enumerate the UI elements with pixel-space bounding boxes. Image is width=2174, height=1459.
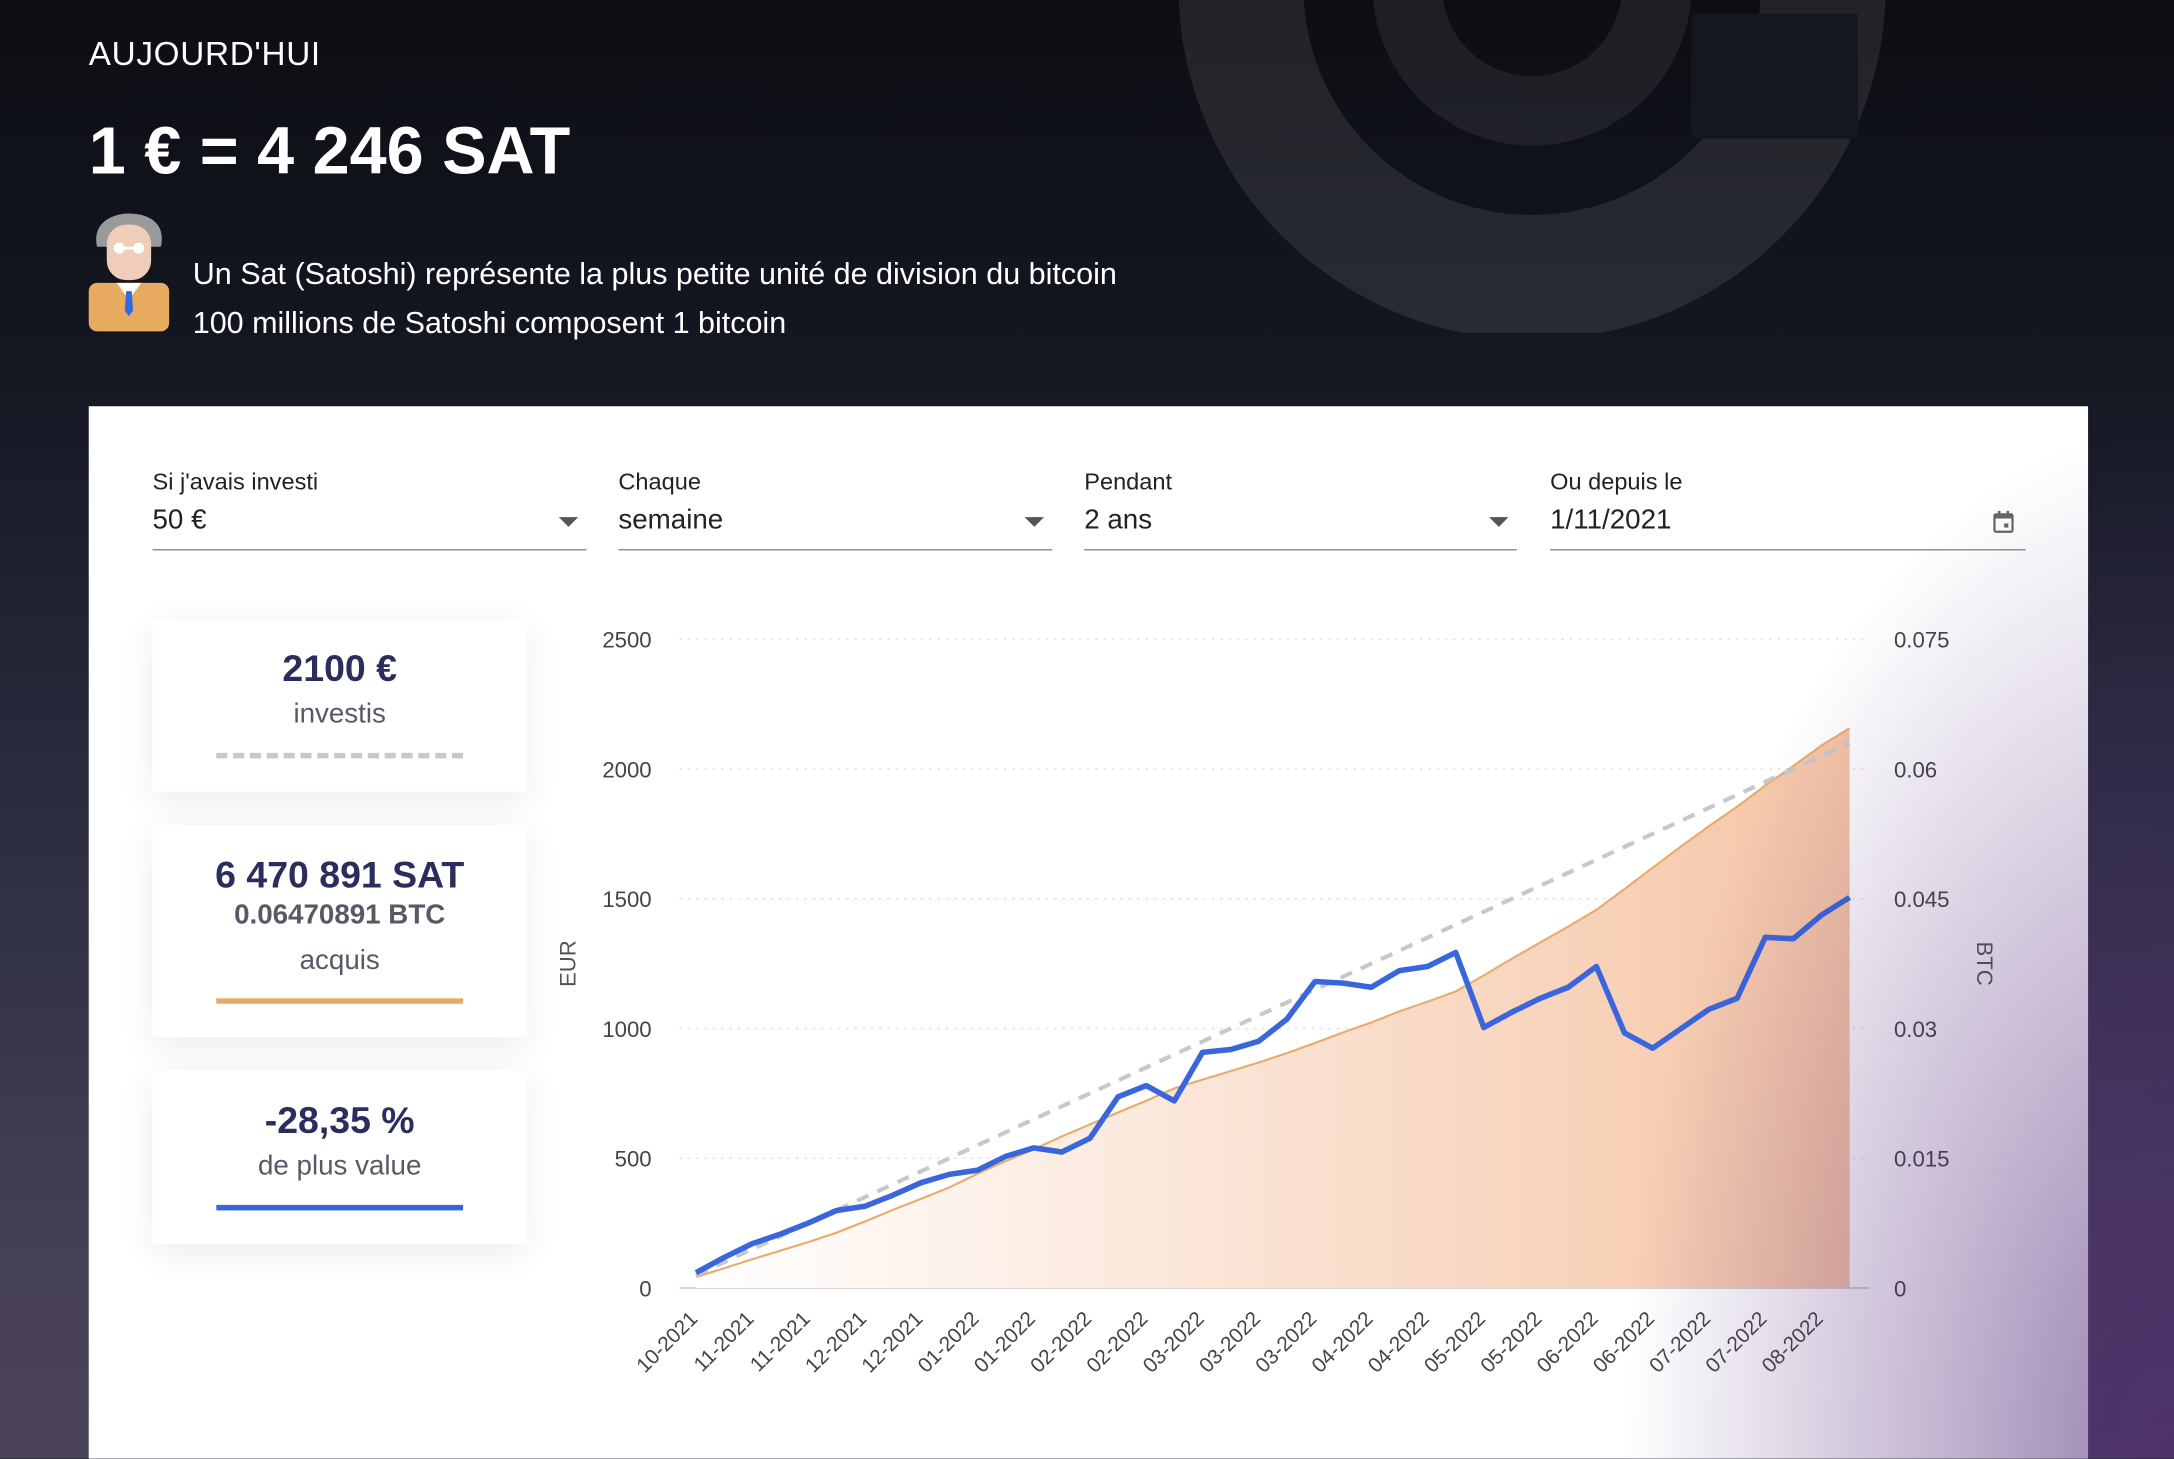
x-tick-label: 12-2021 [801, 1307, 871, 1377]
y-tick-left: 0 [639, 1276, 651, 1301]
exchange-rate: 1 € = 4 246 SAT [88, 115, 571, 189]
portfolio-value-line [694, 895, 1852, 1276]
y-tick-left: 2500 [602, 627, 651, 652]
y-tick-left: 500 [615, 1147, 652, 1172]
frequency-label: Chaque [618, 468, 701, 495]
y-tick-left: 1000 [602, 1017, 651, 1042]
x-tick-label: 03-2022 [1195, 1307, 1265, 1377]
acquired-sat: 6 470 891 SAT [215, 854, 465, 896]
frequency-select[interactable]: Chaque semaine [618, 468, 1053, 551]
y-tick-right: 0.03 [1894, 1017, 1937, 1042]
y-tick-right: 0.075 [1894, 627, 1949, 652]
x-tick-label: 04-2022 [1307, 1307, 1377, 1377]
y-tick-right: 0.045 [1894, 887, 1949, 912]
invested-value: 2100 € [282, 647, 397, 690]
frequency-value: semaine [618, 504, 724, 536]
x-tick-label: 10-2021 [632, 1307, 702, 1377]
y-tick-right: 0.015 [1894, 1147, 1949, 1172]
x-tick-label: 06-2022 [1532, 1307, 1602, 1377]
x-tick-label: 06-2022 [1589, 1307, 1659, 1377]
today-label: AUJOURD'HUI [88, 36, 321, 74]
btc-acquired-area [696, 728, 1850, 1289]
info-line-2: 100 millions de Satoshi composent 1 bitc… [192, 305, 787, 340]
x-tick-label: 12-2021 [857, 1307, 927, 1377]
x-tick-label: 07-2022 [1645, 1307, 1715, 1377]
invested-card: 2100 € investis [152, 619, 527, 792]
gain-legend-line [216, 1204, 464, 1211]
x-tick-label: 01-2022 [970, 1307, 1040, 1377]
acquired-legend-line [216, 998, 464, 1004]
x-tick-label: 01-2022 [913, 1307, 983, 1377]
y-tick-right: 0 [1894, 1276, 1906, 1301]
caret-down-icon [1024, 517, 1045, 527]
acquired-label: acquis [299, 945, 380, 977]
x-tick-label: 08-2022 [1758, 1307, 1828, 1377]
brand-logo-watermark-icon [1178, 0, 1886, 333]
x-tick-label: 05-2022 [1420, 1307, 1490, 1377]
y-tick-right: 0.06 [1894, 757, 1937, 782]
info-line-1: Un Sat (Satoshi) représente la plus peti… [192, 256, 1117, 292]
start-date-label: Ou depuis le [1550, 468, 1683, 495]
x-tick-label: 02-2022 [1026, 1307, 1096, 1377]
acquired-card: 6 470 891 SAT 0.06470891 BTC acquis [152, 824, 527, 1038]
start-date-input[interactable]: Ou depuis le 1/11/2021 [1550, 469, 2026, 551]
x-tick-label: 03-2022 [1251, 1307, 1321, 1377]
duration-label: Pendant [1084, 468, 1173, 495]
x-tick-label: 04-2022 [1364, 1307, 1434, 1377]
satoshi-info: Un Sat (Satoshi) représente la plus peti… [193, 250, 1117, 347]
gain-card: -28,35 % de plus value [152, 1070, 527, 1244]
invested-line [695, 741, 1851, 1277]
x-tick-label: 11-2021 [689, 1307, 758, 1376]
invested-label: investis [293, 698, 386, 730]
amount-select[interactable]: Si j'avais investi 50 € [152, 468, 587, 551]
y-tick-left: 1500 [602, 887, 651, 912]
x-tick-label: 02-2022 [1082, 1307, 1152, 1377]
duration-select[interactable]: Pendant 2 ans [1084, 469, 1517, 551]
amount-label: Si j'avais investi [152, 468, 319, 495]
caret-down-icon [558, 517, 579, 527]
y-axis-label-right: BTC [1972, 941, 1997, 985]
gain-label: de plus value [257, 1150, 422, 1182]
y-axis-label-left: EUR [555, 940, 580, 987]
satoshi-avatar-icon [88, 213, 170, 332]
invested-legend-line [216, 752, 464, 759]
x-tick-label: 07-2022 [1701, 1307, 1771, 1377]
x-tick-label: 03-2022 [1139, 1307, 1209, 1377]
acquired-btc: 0.06470891 BTC [234, 899, 446, 931]
start-date-value: 1/11/2021 [1550, 504, 1672, 536]
btc-acquired-line [695, 727, 1851, 1278]
calendar-icon[interactable] [1992, 510, 2014, 534]
gain-value: -28,35 % [264, 1099, 415, 1142]
duration-value: 2 ans [1084, 504, 1153, 536]
amount-value: 50 € [152, 504, 207, 536]
y-tick-left: 2000 [602, 757, 651, 782]
x-tick-label: 05-2022 [1476, 1307, 1546, 1377]
caret-down-icon [1489, 517, 1509, 527]
